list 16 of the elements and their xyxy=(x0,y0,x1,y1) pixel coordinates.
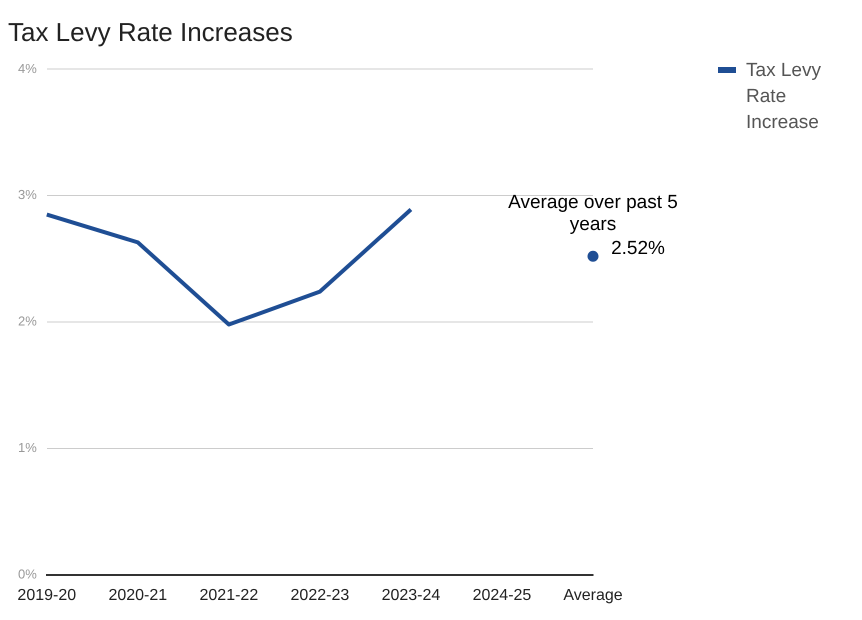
legend-label: Tax Levy Rate Increase xyxy=(746,59,822,135)
y-tick-label: 2% xyxy=(18,314,38,329)
y-tick-label: 1% xyxy=(18,440,38,455)
y-tick-label: 3% xyxy=(18,187,38,202)
annotation: Average over past 5 years xyxy=(508,192,678,236)
x-tick-label: 2021-22 xyxy=(200,586,258,604)
x-tick-label: Average xyxy=(563,586,623,604)
x-tick-label: 2019-20 xyxy=(17,586,76,604)
x-tick-label: 2024-25 xyxy=(472,586,532,604)
x-tick-label: 2020-21 xyxy=(108,586,168,604)
y-tick-label: 4% xyxy=(18,60,38,76)
y-tick-label: 0% xyxy=(18,566,38,582)
x-tick-label: 2022-23 xyxy=(290,586,350,604)
chart-title: Tax Levy Rate Increases xyxy=(8,16,293,47)
x-tick-label: 2023-24 xyxy=(382,586,440,604)
data-label: 2.52% xyxy=(611,238,666,260)
